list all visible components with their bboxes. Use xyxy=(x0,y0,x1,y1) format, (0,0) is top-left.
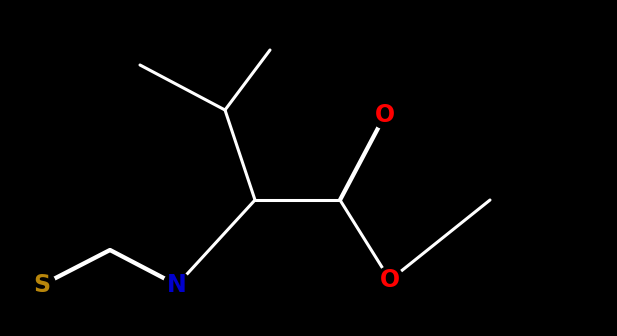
Text: O: O xyxy=(375,103,395,127)
Circle shape xyxy=(28,271,56,299)
Circle shape xyxy=(376,266,404,294)
Text: N: N xyxy=(167,273,187,297)
Circle shape xyxy=(164,271,191,299)
Circle shape xyxy=(371,101,399,129)
Text: S: S xyxy=(33,273,51,297)
Text: O: O xyxy=(380,268,400,292)
